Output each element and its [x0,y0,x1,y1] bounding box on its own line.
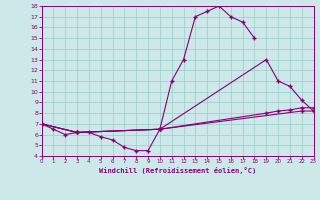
X-axis label: Windchill (Refroidissement éolien,°C): Windchill (Refroidissement éolien,°C) [99,167,256,174]
